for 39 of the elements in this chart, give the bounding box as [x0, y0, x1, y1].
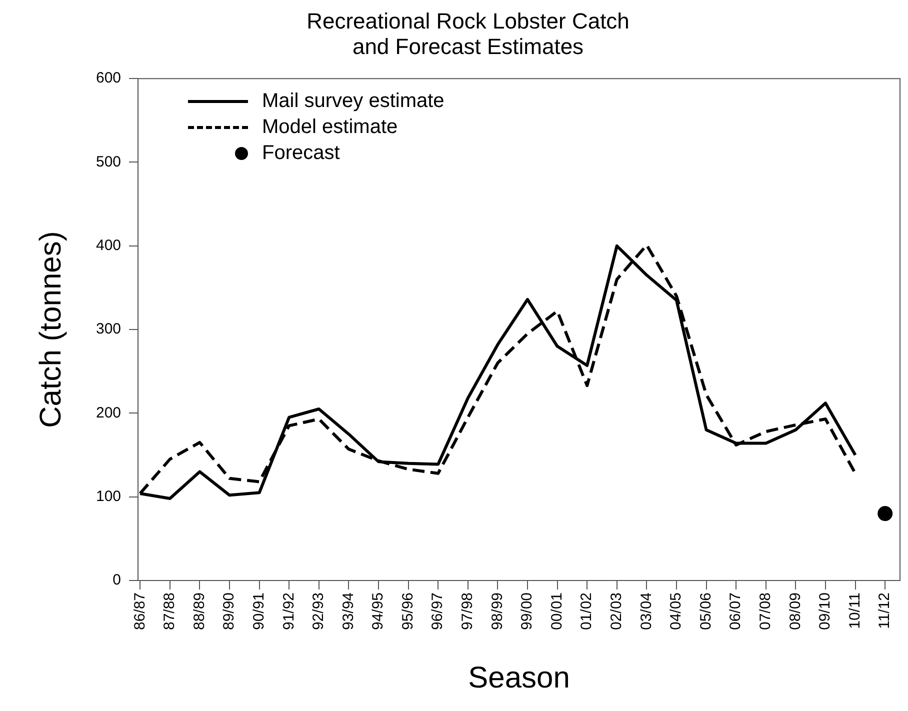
y-tick-label: 500: [96, 153, 122, 170]
x-tick-label: 98/99: [488, 592, 506, 630]
x-tick-label: 11/12: [876, 592, 894, 629]
x-tick-label: 99/00: [518, 592, 536, 630]
x-tick-label: 96/97: [429, 592, 446, 630]
x-tick-label: 10/11: [846, 592, 864, 629]
x-tick-label: 89/90: [220, 592, 238, 630]
x-tick-label: 04/05: [668, 592, 685, 630]
y-tick-label: 100: [96, 488, 122, 505]
y-tick-label: 400: [96, 237, 122, 254]
y-tick-label: 200: [96, 404, 122, 422]
x-tick-label: 95/96: [399, 592, 416, 630]
x-tick-label: 06/07: [727, 592, 744, 630]
chart-title: Recreational Rock Lobster Catch and Forecast Estimates: [306, 8, 630, 60]
legend-label: Model estimate: [262, 116, 398, 140]
y-axis-title: Catch (tonnes): [34, 231, 68, 428]
x-tick-label: 86/87: [131, 592, 148, 630]
x-tick-label: 90/91: [250, 592, 268, 630]
x-tick-label: 08/09: [786, 592, 804, 630]
x-tick-label: 94/95: [370, 592, 387, 630]
legend-label: Mail survey estimate: [262, 90, 444, 114]
y-tick-label: 600: [96, 70, 122, 87]
legend-label: Forecast: [262, 142, 340, 166]
x-tick-label: 88/89: [190, 592, 208, 630]
x-axis-title: Season: [468, 661, 570, 694]
x-tick-label: 00/01: [548, 592, 566, 630]
x-tick-label: 91/92: [280, 592, 298, 630]
y-tick-label: 300: [96, 320, 122, 338]
x-tick-label: 07/08: [757, 592, 774, 630]
x-tick-label: 93/94: [340, 592, 357, 630]
x-tick-label: 02/03: [608, 592, 626, 630]
x-tick-label: 09/10: [816, 592, 834, 630]
x-tick-label: 87/88: [161, 592, 178, 630]
x-tick-label: 97/98: [459, 592, 476, 630]
x-tick-label: 03/04: [638, 592, 655, 630]
x-tick-label: 01/02: [578, 592, 596, 630]
x-tick-label: 05/06: [697, 592, 714, 630]
y-tick-label: 0: [112, 572, 122, 589]
x-tick-label: 92/93: [310, 592, 328, 630]
